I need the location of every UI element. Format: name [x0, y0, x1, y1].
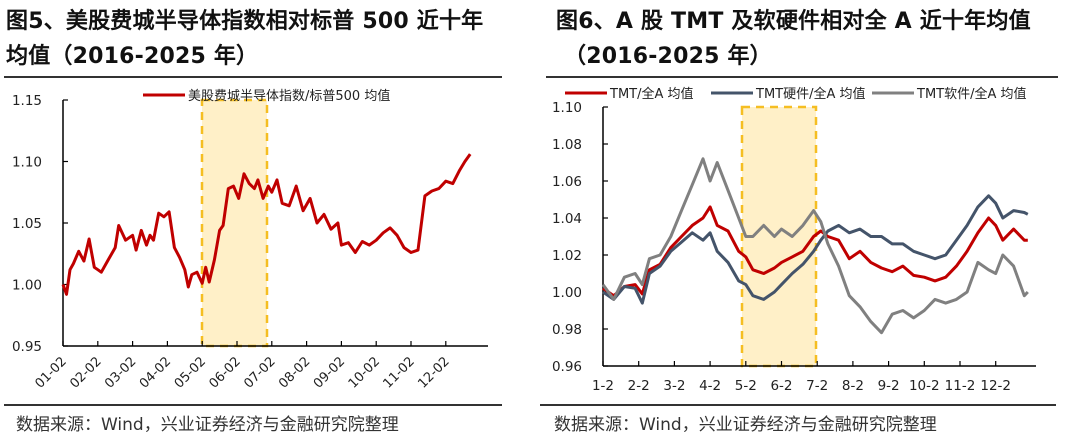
x-tick-label: 05-02 [172, 354, 209, 391]
x-tick-label: 10-02 [346, 354, 383, 391]
figure-5-title: 图5、美股费城半导体指数相对标普 500 近十年 均值（2016-2025 年） [6, 4, 483, 74]
series-line [602, 205, 1028, 298]
x-tick-label: 2-2 [628, 378, 650, 394]
x-tick-label: 5-2 [735, 378, 757, 394]
x-tick-label: 03-02 [102, 354, 139, 391]
x-tick-label: 12-02 [415, 354, 452, 391]
x-tick-label: 3-2 [663, 378, 685, 394]
figure-6-title: 图6、A 股 TMT 及软硬件相对全 A 近十年均值 （2016-2025 年） [556, 4, 1031, 74]
legend-label: TMT硬件/全A 均值 [755, 86, 866, 102]
x-tick-label: 8-2 [842, 378, 864, 394]
figure-5-bottom-rule [4, 404, 502, 406]
figure-5-top-rule [4, 76, 502, 78]
y-tick-label: 0.98 [552, 322, 582, 338]
x-tick-label: 02-02 [67, 354, 104, 391]
x-tick-label: 11-02 [381, 354, 418, 391]
y-tick-label: 1.08 [552, 137, 582, 153]
figure-6-title-line1: 图6、A 股 TMT 及软硬件相对全 A 近十年均值 [556, 9, 1031, 34]
x-tick-label: 4-2 [699, 378, 721, 394]
figure-5-chart: 0.95 1.00 1.05 1.10 1.15 01-0202-0203-0204-02… [12, 88, 488, 392]
y-tick-label: 1.15 [12, 93, 42, 109]
y-tick-label: 1.02 [552, 248, 582, 264]
x-tick-label: 09-02 [311, 354, 348, 391]
highlight-region [200, 98, 269, 348]
series-line [601, 157, 1029, 335]
figure-6-bottom-rule [540, 404, 1056, 406]
x-tick-label: 04-02 [137, 354, 174, 391]
y-tick-label: 1.06 [552, 174, 582, 190]
figure-5-source: 数据来源：Wind，兴业证券经济与金融研究院整理 [16, 415, 399, 435]
y-tick-label: 1.00 [12, 278, 42, 294]
x-tick-label: 10-2 [909, 378, 940, 394]
x-tick-label: 01-02 [33, 354, 70, 391]
x-tick-label: 07-02 [241, 354, 278, 391]
x-tick-label: 9-2 [878, 378, 900, 394]
legend-label: TMT/全A 均值 [609, 86, 694, 102]
x-tick-label: 7-2 [806, 378, 828, 394]
y-tick-label: 1.10 [552, 100, 582, 116]
figure-6-title-line2: （2016-2025 年） [564, 44, 772, 69]
y-tick-label: 1.00 [552, 285, 582, 301]
figure-5-panel: 图5、美股费城半导体指数相对标普 500 近十年 均值（2016-2025 年）… [4, 4, 502, 435]
series-line [61, 153, 472, 296]
figure-6-source: 数据来源：Wind，兴业证券经济与金融研究院整理 [554, 415, 937, 435]
figure-6-top-rule [546, 76, 1058, 78]
y-tick-label: 0.95 [12, 339, 42, 355]
x-tick-label: 6-2 [770, 378, 792, 394]
y-tick-label: 0.96 [552, 359, 582, 375]
figure-5-title-line2: 均值（2016-2025 年） [6, 44, 259, 69]
figure-6-chart: 0.96 0.98 1.00 1.02 1.04 1.06 1.08 1.10 1-2 2-2 3-… [552, 86, 1036, 394]
x-tick-label: 08-02 [276, 354, 313, 391]
y-tick-label: 1.05 [12, 216, 42, 232]
legend-label: TMT软件/全A 均值 [916, 86, 1027, 102]
x-tick-label: 12-2 [980, 378, 1011, 394]
y-tick-label: 1.10 [12, 155, 42, 171]
x-tick-label: 11-2 [945, 378, 976, 394]
y-tick-label: 1.04 [552, 211, 582, 227]
figure-6-panel: 图6、A 股 TMT 及软硬件相对全 A 近十年均值 （2016-2025 年）… [540, 0, 1080, 447]
x-tick-label: 06-02 [207, 354, 244, 391]
x-tick-label: 1-2 [592, 378, 614, 394]
legend-label: 美股费城半导体指数/标普500 均值 [188, 88, 390, 104]
figure-5-title-line1: 图5、美股费城半导体指数相对标普 500 近十年 [6, 9, 484, 34]
series-line [602, 194, 1029, 305]
